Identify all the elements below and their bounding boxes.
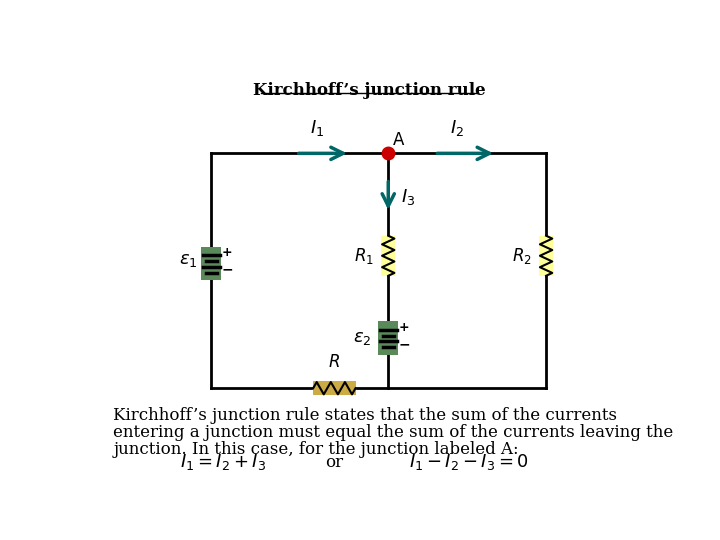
Text: $I_1 - I_2 - I_3 = 0$: $I_1 - I_2 - I_3 = 0$: [409, 452, 529, 472]
Text: $I_1 = I_2 + I_3$: $I_1 = I_2 + I_3$: [180, 452, 266, 472]
Text: +: +: [222, 246, 233, 259]
Text: $\varepsilon_1$: $\varepsilon_1$: [179, 251, 197, 268]
Text: $R_1$: $R_1$: [354, 246, 374, 266]
Text: $I_3$: $I_3$: [400, 187, 415, 207]
Text: $R_2$: $R_2$: [513, 246, 532, 266]
Text: −: −: [399, 338, 410, 352]
Bar: [539, 236, 553, 276]
Bar: [201, 247, 221, 280]
Text: junction. In this case, for the junction labeled A:: junction. In this case, for the junction…: [113, 441, 519, 458]
Text: Kirchhoff’s junction rule states that the sum of the currents: Kirchhoff’s junction rule states that th…: [113, 408, 617, 424]
Bar: [378, 321, 398, 355]
Text: −: −: [222, 262, 233, 276]
Bar: [313, 381, 356, 395]
Text: Kirchhoff’s junction rule: Kirchhoff’s junction rule: [253, 82, 485, 99]
Text: $\varepsilon_2$: $\varepsilon_2$: [353, 329, 372, 347]
Text: $I_1$: $I_1$: [310, 118, 324, 138]
Text: $R$: $R$: [328, 353, 341, 372]
Text: or: or: [325, 454, 343, 471]
Text: +: +: [399, 321, 410, 334]
Bar: [382, 236, 395, 276]
Text: entering a junction must equal the sum of the currents leaving the: entering a junction must equal the sum o…: [113, 424, 674, 441]
Text: $I_2$: $I_2$: [450, 118, 464, 138]
Text: A: A: [393, 131, 404, 149]
